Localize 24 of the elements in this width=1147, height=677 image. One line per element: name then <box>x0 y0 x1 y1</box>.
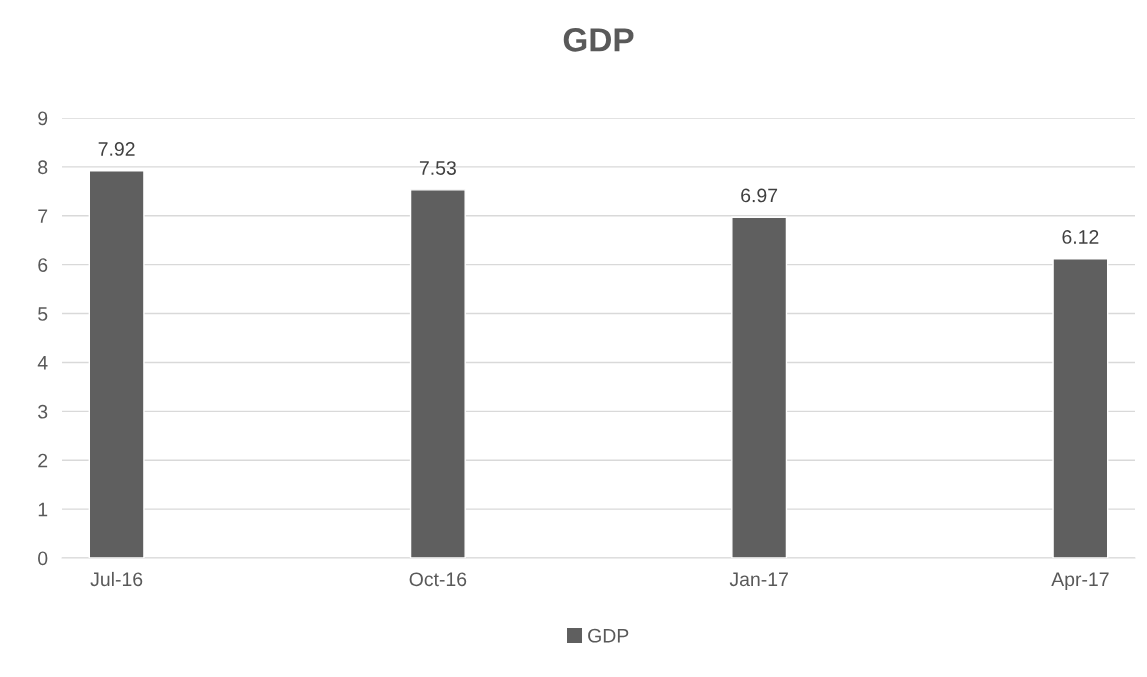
y-tick-label: 6 <box>38 258 48 272</box>
y-tick-label: 0 <box>38 551 48 566</box>
y-tick-label: 9 <box>38 111 48 126</box>
y-tick-label: 2 <box>38 453 48 468</box>
y-tick-label: 4 <box>37 356 48 370</box>
x-tick-label: Jul-16 <box>90 571 143 587</box>
x-tick-label: Oct-16 <box>409 572 467 587</box>
legend-label: GDP <box>588 628 629 643</box>
y-tick-label: 1 <box>38 502 48 517</box>
bar <box>88 170 145 558</box>
chart-title: GDP <box>563 28 634 52</box>
data-label: 7.92 <box>98 142 135 156</box>
data-label: 7.53 <box>419 161 456 175</box>
bar <box>731 216 788 558</box>
bar <box>409 189 466 558</box>
y-tick-label: 7 <box>38 209 48 223</box>
x-tick-label: Apr-17 <box>1051 572 1109 591</box>
y-tick-label: 5 <box>38 307 48 321</box>
data-label: 6.97 <box>741 188 778 203</box>
y-tick-label: 8 <box>38 160 48 175</box>
y-tick-label: 3 <box>38 404 48 419</box>
x-tick-label: Jan-17 <box>729 572 788 587</box>
bar <box>1052 258 1109 558</box>
data-label: 6.12 <box>1062 230 1099 244</box>
